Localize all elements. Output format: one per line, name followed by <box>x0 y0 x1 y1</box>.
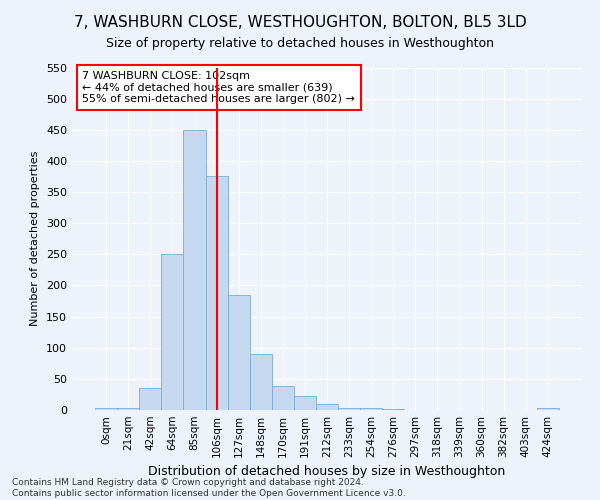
Y-axis label: Number of detached properties: Number of detached properties <box>31 151 40 326</box>
Bar <box>360 408 382 410</box>
Bar <box>161 254 184 410</box>
Text: Size of property relative to detached houses in Westhoughton: Size of property relative to detached ho… <box>106 38 494 51</box>
Bar <box>139 388 161 410</box>
Bar <box>272 386 294 410</box>
Bar <box>537 408 559 410</box>
Bar <box>338 408 360 410</box>
Bar <box>382 409 404 410</box>
Bar <box>117 408 139 410</box>
Bar <box>294 396 316 410</box>
Bar <box>227 295 250 410</box>
Bar <box>95 408 117 410</box>
Bar <box>250 354 272 410</box>
Text: 7, WASHBURN CLOSE, WESTHOUGHTON, BOLTON, BL5 3LD: 7, WASHBURN CLOSE, WESTHOUGHTON, BOLTON,… <box>74 15 526 30</box>
Bar <box>316 404 338 410</box>
Text: 7 WASHBURN CLOSE: 102sqm
← 44% of detached houses are smaller (639)
55% of semi-: 7 WASHBURN CLOSE: 102sqm ← 44% of detach… <box>82 71 355 104</box>
Bar <box>206 176 227 410</box>
Text: Contains HM Land Registry data © Crown copyright and database right 2024.
Contai: Contains HM Land Registry data © Crown c… <box>12 478 406 498</box>
X-axis label: Distribution of detached houses by size in Westhoughton: Distribution of detached houses by size … <box>148 466 506 478</box>
Bar <box>184 130 206 410</box>
